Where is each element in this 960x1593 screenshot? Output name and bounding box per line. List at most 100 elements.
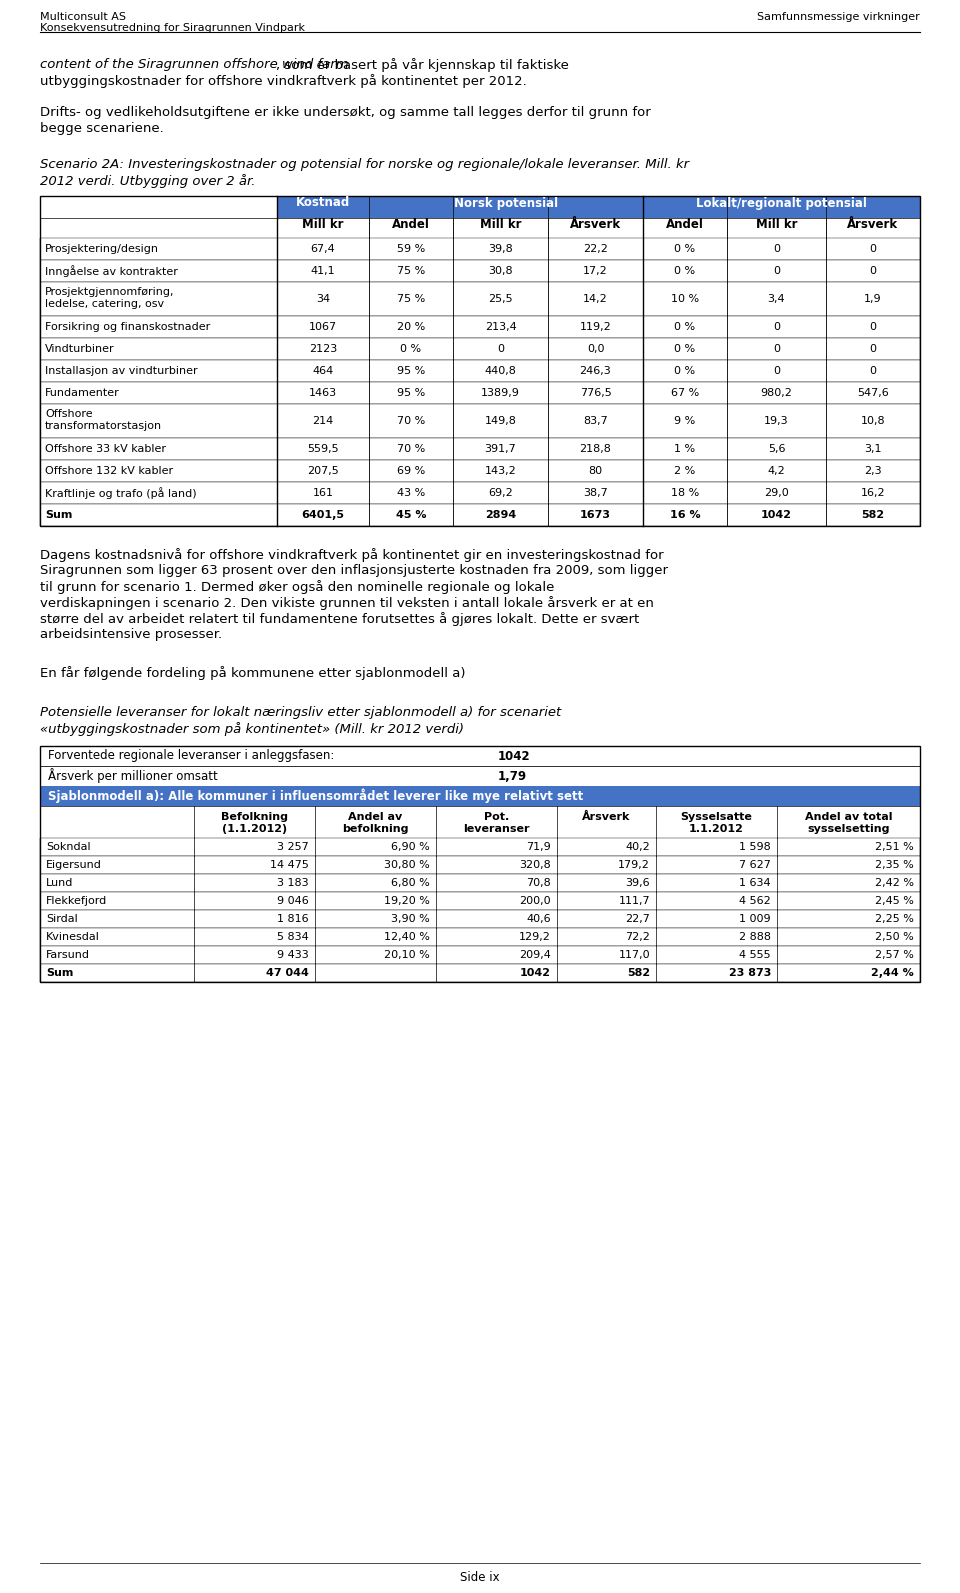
Text: til grunn for scenario 1. Dermed øker også den nominelle regionale og lokale: til grunn for scenario 1. Dermed øker og… [40,580,554,594]
Text: 70 %: 70 % [396,416,425,425]
Text: 23 873: 23 873 [729,969,771,978]
Bar [40,910,920,929]
Bar [40,282,920,315]
Text: Samfunnsmessige virkninger: Samfunnsmessige virkninger [757,13,920,22]
Bar [40,892,920,910]
Text: Forventede regionale leveranser i anleggsfasen:: Forventede regionale leveranser i anlegg… [48,749,334,763]
Text: arbeidsintensive prosesser.: arbeidsintensive prosesser. [40,628,222,640]
Text: større del av arbeidet relatert til fundamentene forutsettes å gjøres lokalt. De: større del av arbeidet relatert til fund… [40,612,639,626]
Bar [40,929,920,946]
Text: 213,4: 213,4 [485,322,516,331]
Text: 1 816: 1 816 [277,914,309,924]
Text: 2,3: 2,3 [864,467,882,476]
Text: 391,7: 391,7 [485,444,516,454]
Text: Lokalt/regionalt potensial: Lokalt/regionalt potensial [696,196,867,210]
Text: Andel av: Andel av [348,812,402,822]
Bar [40,338,920,360]
Text: Årsverk: Årsverk [570,218,621,231]
Text: Prosjektering/design: Prosjektering/design [45,244,159,253]
Text: 4 562: 4 562 [739,895,771,906]
Text: Offshore 132 kV kabler: Offshore 132 kV kabler [45,467,173,476]
Text: 1042: 1042 [520,969,551,978]
Text: Installasjon av vindturbiner: Installasjon av vindturbiner [45,366,198,376]
Text: 207,5: 207,5 [307,467,339,476]
Text: utbyggingskostnader for offshore vindkraftverk på kontinentet per 2012.: utbyggingskostnader for offshore vindkra… [40,73,527,88]
Text: 10 %: 10 % [671,295,699,304]
Text: Konsekvensutredning for Siragrunnen Vindpark: Konsekvensutredning for Siragrunnen Vind… [40,22,305,33]
Text: 0: 0 [773,266,780,276]
Text: 2012 verdi. Utbygging over 2 år.: 2012 verdi. Utbygging over 2 år. [40,174,255,188]
Text: 0: 0 [773,244,780,253]
Text: 18 %: 18 % [671,487,699,499]
Text: 71,9: 71,9 [526,843,551,852]
Text: 1389,9: 1389,9 [481,389,520,398]
Text: , som er basert på vår kjennskap til faktiske: , som er basert på vår kjennskap til fak… [276,57,569,72]
Text: 34: 34 [316,295,330,304]
Text: 69,2: 69,2 [488,487,513,499]
Text: 464: 464 [312,366,334,376]
Text: 5,6: 5,6 [768,444,785,454]
Text: Fundamenter: Fundamenter [45,389,120,398]
Text: 19,20 %: 19,20 % [384,895,430,906]
Text: Sjablonmodell a): Alle kommuner i influensområdet leverer like mye relativt sett: Sjablonmodell a): Alle kommuner i influe… [48,789,584,803]
Text: 0 %: 0 % [675,344,696,354]
Bar [643,196,920,218]
Text: 1 009: 1 009 [739,914,771,924]
Text: 1042: 1042 [761,510,792,519]
Text: 1,9: 1,9 [864,295,882,304]
Text: Årsverk: Årsverk [848,218,899,231]
Text: 559,5: 559,5 [307,444,339,454]
Text: 2,42 %: 2,42 % [875,878,914,887]
Text: 9 046: 9 046 [277,895,309,906]
Text: 2 888: 2 888 [739,932,771,941]
Text: Norsk potensial: Norsk potensial [454,196,558,210]
Text: 22,7: 22,7 [625,914,650,924]
Text: 19,3: 19,3 [764,416,789,425]
Text: 111,7: 111,7 [618,895,650,906]
Text: leveranser: leveranser [464,824,530,835]
Text: 1 %: 1 % [675,444,696,454]
Text: 0 %: 0 % [675,266,696,276]
Text: 6,80 %: 6,80 % [392,878,430,887]
Text: 320,8: 320,8 [519,860,551,870]
Text: 6401,5: 6401,5 [301,510,345,519]
Text: 3,90 %: 3,90 % [392,914,430,924]
Text: Mill kr: Mill kr [756,218,797,231]
Text: befolkning: befolkning [343,824,409,835]
Text: Andel av total: Andel av total [804,812,892,822]
Text: 22,2: 22,2 [583,244,608,253]
Text: 1042: 1042 [498,749,531,763]
Text: 39,6: 39,6 [625,878,650,887]
Text: 14 475: 14 475 [270,860,309,870]
Bar [40,483,920,503]
Text: 1,79: 1,79 [498,769,527,782]
Text: 0 %: 0 % [675,322,696,331]
Text: 2,57 %: 2,57 % [876,949,914,961]
Text: 75 %: 75 % [396,266,425,276]
Text: 776,5: 776,5 [580,389,612,398]
Text: «utbyggingskostnader som på kontinentet» (Mill. kr 2012 verdi): «utbyggingskostnader som på kontinentet»… [40,722,464,736]
Text: 0: 0 [870,344,876,354]
Text: 38,7: 38,7 [583,487,608,499]
Text: Årsverk per millioner omsatt: Årsverk per millioner omsatt [48,768,218,784]
Text: 45 %: 45 % [396,510,426,519]
Bar [40,875,920,892]
Bar [40,785,920,806]
Text: 2,50 %: 2,50 % [876,932,914,941]
Text: 9 %: 9 % [674,416,696,425]
Text: 1 598: 1 598 [739,843,771,852]
Bar [40,315,920,338]
Text: 218,8: 218,8 [580,444,612,454]
Text: 2 %: 2 % [674,467,696,476]
Text: 1463: 1463 [309,389,337,398]
Text: 67,4: 67,4 [311,244,335,253]
Text: 2894: 2894 [485,510,516,519]
Text: 40,6: 40,6 [526,914,551,924]
Text: 161: 161 [313,487,333,499]
Text: 30,8: 30,8 [489,266,513,276]
Bar [40,405,920,438]
Text: Sysselsatte: Sysselsatte [681,812,753,822]
Text: 0: 0 [870,244,876,253]
Text: 3 257: 3 257 [277,843,309,852]
Text: 2,51 %: 2,51 % [876,843,914,852]
